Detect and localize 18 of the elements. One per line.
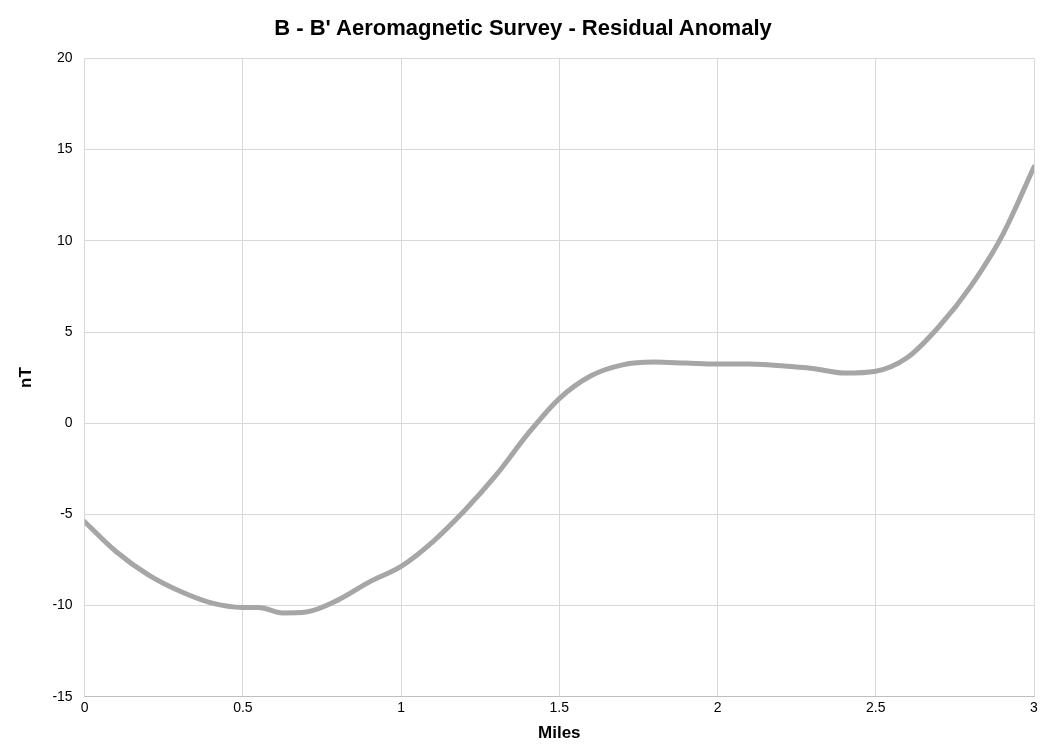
- y-tick-label: 15: [57, 140, 73, 157]
- y-axis-title: nT: [15, 366, 35, 388]
- y-tick-label: 10: [57, 231, 73, 248]
- x-tick-label: 2.5: [866, 699, 886, 716]
- x-axis-title: Miles: [538, 723, 581, 743]
- y-tick-label: -15: [52, 687, 73, 704]
- y-tick-label: 0: [64, 414, 73, 431]
- chart-title: B - B' Aeromagnetic Survey - Residual Anomaly: [274, 15, 773, 41]
- y-tick-label: -10: [52, 596, 73, 613]
- y-tick-label: 20: [57, 49, 73, 66]
- x-tick-label: 0: [80, 699, 89, 716]
- x-tick-label: 0.5: [233, 699, 253, 716]
- x-tick-label: 1.5: [549, 699, 570, 716]
- x-tick-label: 2: [713, 699, 722, 716]
- y-tick-label: -5: [60, 505, 73, 522]
- x-tick-label: 3: [1030, 699, 1039, 716]
- x-tick-label: 1: [397, 699, 406, 716]
- y-tick-label: 5: [64, 322, 73, 339]
